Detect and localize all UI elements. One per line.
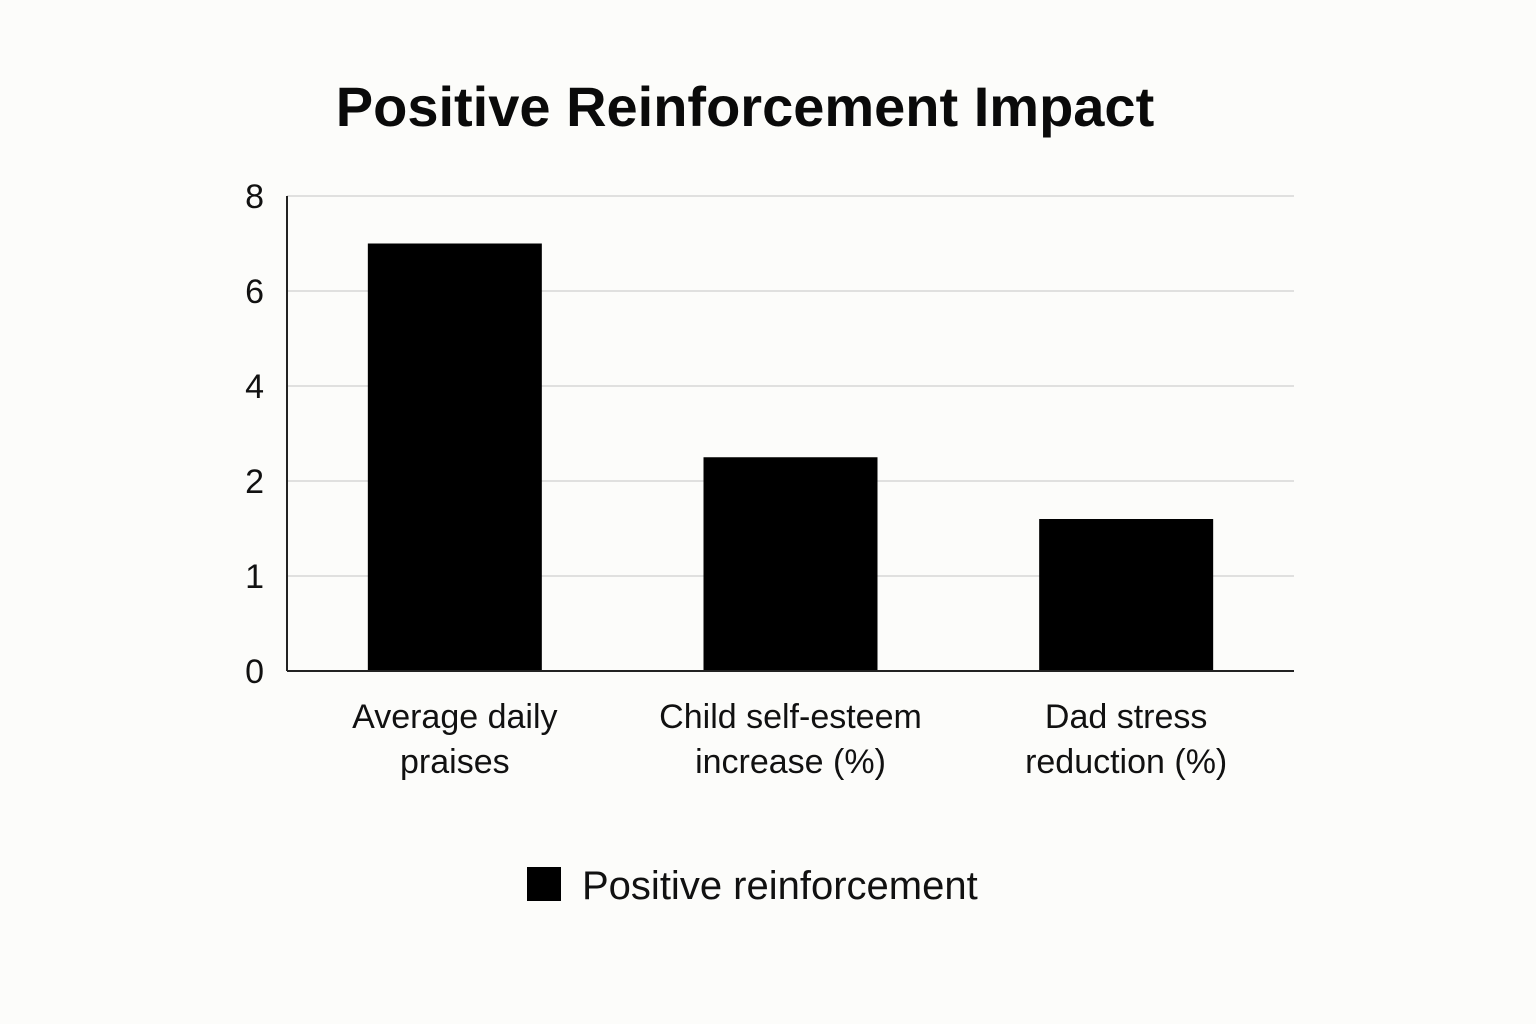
x-category-label: reduction (%) (1025, 743, 1227, 781)
legend: Positive reinforcement (527, 864, 978, 908)
bar (703, 457, 878, 671)
axes (286, 196, 1294, 672)
bars (367, 243, 1214, 671)
chart-title: Positive Reinforcement Impact (336, 75, 1154, 138)
bar (1039, 519, 1214, 671)
x-category-label: Average daily (352, 698, 557, 736)
legend-label: Positive reinforcement (582, 864, 978, 908)
y-tick-label: 8 (245, 178, 264, 216)
y-tick-label: 4 (245, 368, 264, 406)
y-tick-label: 6 (245, 273, 264, 311)
x-category-label: Dad stress (1045, 698, 1208, 736)
x-category-label: praises (400, 743, 510, 781)
x-category-label: Child self-esteem (659, 698, 922, 736)
bar (367, 243, 542, 671)
x-category-labels: Average daily praises Child self-esteem inc… (352, 698, 1227, 781)
y-tick-label: 2 (245, 463, 264, 501)
legend-swatch (527, 867, 561, 901)
y-tick-labels: 0 1 2 4 6 8 (245, 178, 264, 691)
x-category-label: increase (%) (695, 743, 886, 781)
y-tick-label: 0 (245, 653, 264, 691)
y-tick-label: 1 (245, 558, 264, 596)
